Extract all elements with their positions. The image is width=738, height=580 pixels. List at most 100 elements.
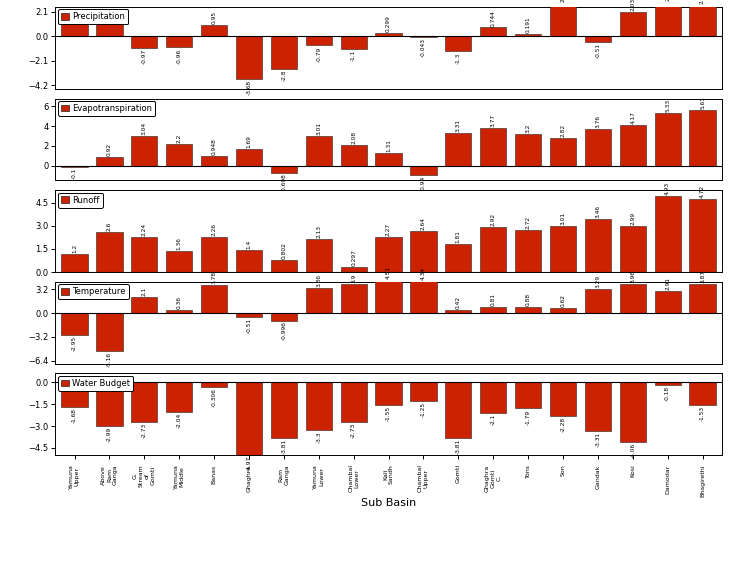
Bar [445,310,472,313]
Text: 2.13: 2.13 [317,225,321,238]
Text: 2.2: 2.2 [176,133,182,143]
Text: 0.95: 0.95 [212,11,217,24]
Bar [340,267,367,272]
Bar [97,232,123,272]
Text: 2.64: 2.64 [421,218,426,230]
Bar [515,382,541,408]
Bar [97,313,123,351]
Bar [131,36,157,48]
Text: -2.99: -2.99 [107,427,112,442]
Bar [340,145,367,166]
Text: 0.297: 0.297 [351,249,356,266]
Text: 2.64: 2.64 [700,0,705,4]
Text: 0.299: 0.299 [386,15,391,32]
Text: 0.62: 0.62 [560,295,565,307]
Text: -0.306: -0.306 [212,387,217,407]
Bar [620,284,646,313]
Bar [166,36,193,48]
Bar [61,21,88,36]
Bar [236,313,262,317]
Text: -2.04: -2.04 [176,413,182,428]
Text: 0.92: 0.92 [107,143,112,155]
Bar [620,382,646,441]
Text: 3.87: 3.87 [700,270,705,283]
Bar [584,382,611,430]
Text: 3.01: 3.01 [317,122,321,135]
Text: -1.79: -1.79 [525,409,531,425]
Bar [236,251,262,272]
Bar [97,20,123,36]
Text: 3.29: 3.29 [596,274,601,288]
Bar [306,288,332,313]
Text: -0.18: -0.18 [665,386,670,401]
Text: 0.36: 0.36 [176,296,182,310]
Bar [689,110,716,166]
Bar [515,34,541,36]
Text: -4.97: -4.97 [246,456,252,471]
Text: -0.79: -0.79 [317,46,321,61]
Text: 0.88: 0.88 [525,292,531,306]
Bar [445,382,472,438]
Bar [236,36,262,79]
Bar [271,382,297,438]
Text: -2.28: -2.28 [560,416,565,432]
Text: -2.1: -2.1 [491,414,496,425]
Bar [480,227,506,272]
Bar [584,289,611,313]
Bar [620,12,646,36]
Bar [131,382,157,422]
Text: -2.95: -2.95 [72,336,77,351]
Text: -2.8: -2.8 [281,70,286,81]
Text: -1.3: -1.3 [456,52,461,64]
Bar [655,2,680,36]
Bar [584,129,611,166]
Bar [271,260,297,272]
Bar [480,27,506,36]
Text: -2.73: -2.73 [142,423,147,438]
X-axis label: Sub Basin: Sub Basin [361,498,416,508]
Bar [201,156,227,166]
Bar [515,230,541,272]
Text: 0.81: 0.81 [491,293,496,306]
Text: 2.99: 2.99 [630,212,635,225]
Text: 3.46: 3.46 [596,205,601,218]
Text: 5.61: 5.61 [700,96,705,110]
Text: -0.043: -0.043 [421,38,426,57]
Bar [550,138,576,166]
Bar [655,196,680,272]
Text: -2.73: -2.73 [351,423,356,438]
Bar [166,310,193,313]
Bar [689,5,716,36]
Text: 3.96: 3.96 [630,270,635,282]
Text: 4.34: 4.34 [421,267,426,280]
Text: 3.36: 3.36 [317,274,321,287]
Legend: Evapotranspiration: Evapotranspiration [58,101,156,116]
Bar [376,382,401,405]
Text: -1.25: -1.25 [421,401,426,416]
Text: 1.2: 1.2 [72,243,77,252]
Bar [201,285,227,313]
Bar [131,298,157,313]
Bar [61,382,88,407]
Bar [131,237,157,272]
Text: 3.04: 3.04 [142,122,147,135]
Bar [655,382,680,385]
Text: 2.91: 2.91 [665,277,670,291]
Text: 2.24: 2.24 [142,223,147,237]
Text: -0.51: -0.51 [596,43,601,58]
Text: 3.78: 3.78 [212,271,217,284]
Text: 2.82: 2.82 [560,124,565,137]
Text: -0.698: -0.698 [281,173,286,193]
Text: 3.2: 3.2 [525,124,531,133]
Text: -1.53: -1.53 [700,405,705,420]
Bar [620,125,646,166]
Text: 3.77: 3.77 [491,114,496,128]
Text: 2.26: 2.26 [212,223,217,236]
Bar [201,382,227,387]
Bar [515,134,541,166]
Bar [131,136,157,166]
Text: 3.31: 3.31 [456,119,461,132]
Text: 2.93: 2.93 [665,0,670,1]
Text: 0.802: 0.802 [281,242,286,259]
Text: -0.996: -0.996 [281,321,286,340]
